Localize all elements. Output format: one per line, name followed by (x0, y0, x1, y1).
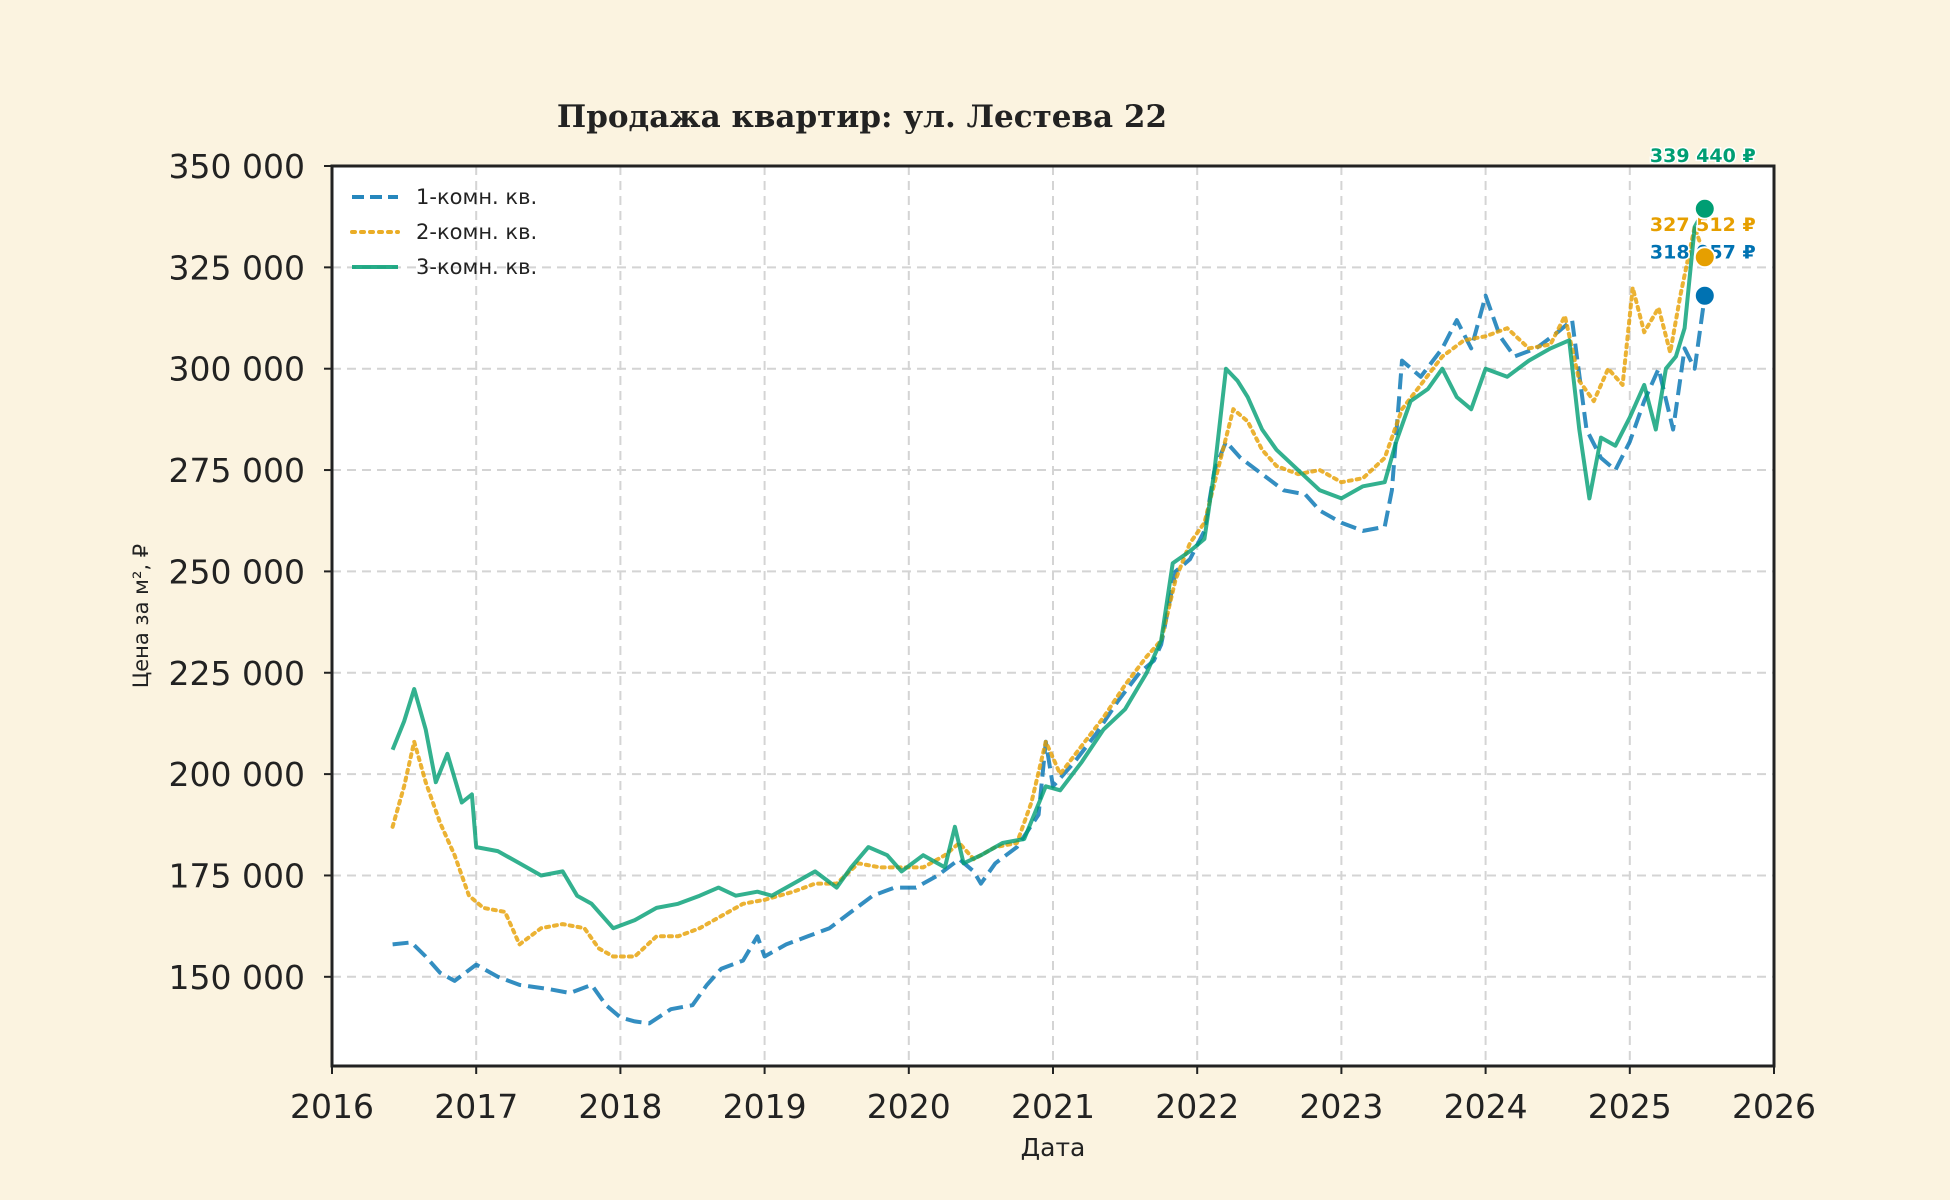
end-marker-3 (1693, 197, 1716, 220)
x-tick-label: 2026 (1732, 1087, 1816, 1126)
x-tick-label: 2021 (1011, 1087, 1095, 1126)
x-tick-label: 2016 (290, 1087, 374, 1126)
series-layer (390, 207, 1707, 1026)
legend-label-3: 3-комн. кв. (416, 255, 537, 279)
x-tick-label: 2019 (723, 1087, 807, 1126)
y-axis-label: Цена за м², ₽ (129, 544, 153, 688)
y-tick-label: 325 000 (169, 248, 305, 287)
end-marker-1 (1693, 284, 1716, 307)
y-tick-label: 300 000 (169, 350, 305, 389)
x-tick-label: 2024 (1444, 1087, 1528, 1126)
legend-label-2: 2-комн. кв. (416, 220, 537, 244)
x-tick-label: 2017 (434, 1087, 518, 1126)
y-tick-label: 175 000 (169, 856, 305, 895)
x-tick-label: 2020 (867, 1087, 951, 1126)
legend-label-1: 1-комн. кв. (416, 185, 537, 209)
x-axis-ticks: 2016 2017 2018 2019 2020 2021 2022 2023 2024 2025… (290, 1066, 1816, 1126)
y-tick-label: 350 000 (169, 147, 305, 186)
legend: 1-комн. кв. 2-комн. кв. 3-комн. кв. (350, 185, 537, 279)
y-tick-label: 275 000 (169, 451, 305, 490)
end-value-label-2: 327 512 ₽ (1650, 214, 1756, 236)
y-tick-label: 150 000 (169, 958, 305, 997)
end-marker-2 (1693, 246, 1716, 269)
y-tick-label: 250 000 (169, 552, 305, 591)
series-line-2 (390, 224, 1707, 959)
x-tick-label: 2023 (1299, 1087, 1383, 1126)
x-axis-label: Дата (1021, 1133, 1086, 1162)
x-tick-label: 2022 (1155, 1087, 1239, 1126)
chart-title: Продажа квартир: ул. Лестева 22 (557, 99, 1167, 135)
y-axis-ticks: 150 000 175 000 200 000 225 000 250 000 275 0… (169, 147, 332, 997)
y-tick-label: 225 000 (169, 654, 305, 693)
series-line-3 (390, 207, 1707, 931)
end-markers: 318 057 ₽327 512 ₽339 440 ₽ (1648, 143, 1757, 307)
end-value-label-3: 339 440 ₽ (1650, 145, 1756, 167)
y-tick-label: 200 000 (169, 755, 305, 794)
series-line-1 (392, 293, 1707, 1026)
x-tick-label: 2025 (1588, 1087, 1672, 1126)
x-tick-label: 2018 (578, 1087, 662, 1126)
